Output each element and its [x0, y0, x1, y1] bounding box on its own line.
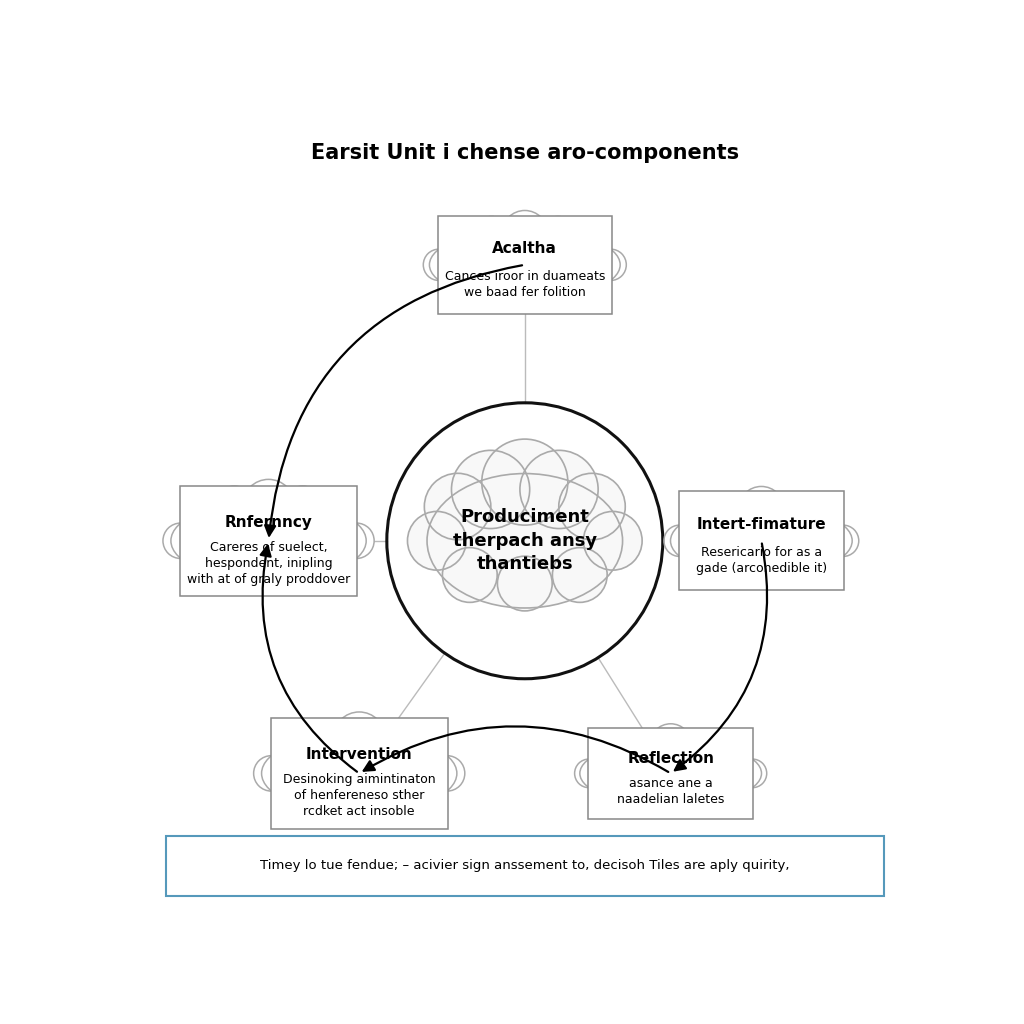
- Circle shape: [584, 511, 642, 570]
- Circle shape: [301, 719, 348, 766]
- Ellipse shape: [671, 505, 852, 577]
- Text: Earsit Unit i chense aro-components: Earsit Unit i chense aro-components: [310, 142, 739, 163]
- Circle shape: [738, 759, 767, 787]
- Circle shape: [481, 439, 568, 525]
- Circle shape: [254, 756, 289, 792]
- Circle shape: [339, 523, 374, 558]
- Circle shape: [657, 781, 684, 808]
- Circle shape: [681, 505, 717, 541]
- Circle shape: [343, 782, 376, 816]
- Circle shape: [717, 740, 750, 773]
- Circle shape: [606, 777, 633, 804]
- Circle shape: [695, 545, 725, 573]
- FancyBboxPatch shape: [679, 492, 844, 590]
- Circle shape: [595, 249, 627, 281]
- Circle shape: [197, 545, 230, 578]
- Circle shape: [520, 451, 598, 528]
- FancyArrowPatch shape: [675, 544, 767, 770]
- Text: Timey lo tue fendue; – acivier sign anssement to, decisoh Tiles are aply quirity: Timey lo tue fendue; – acivier sign anss…: [260, 859, 790, 872]
- FancyBboxPatch shape: [166, 837, 884, 896]
- Ellipse shape: [171, 500, 367, 582]
- FancyBboxPatch shape: [588, 728, 754, 819]
- Circle shape: [510, 273, 540, 302]
- Circle shape: [559, 473, 626, 540]
- Ellipse shape: [261, 733, 457, 814]
- Circle shape: [333, 712, 385, 764]
- Circle shape: [552, 548, 607, 602]
- Circle shape: [592, 740, 625, 773]
- Text: Produciment
therpach ansy
thantiebs: Produciment therpach ansy thantiebs: [453, 508, 597, 573]
- Circle shape: [502, 211, 548, 256]
- Text: Resericario for as a
gade (arconedible it): Resericario for as a gade (arconedible i…: [695, 546, 827, 575]
- FancyBboxPatch shape: [270, 718, 447, 828]
- Ellipse shape: [427, 473, 623, 608]
- Circle shape: [664, 525, 695, 556]
- Circle shape: [397, 777, 431, 811]
- Circle shape: [798, 545, 827, 573]
- FancyArrowPatch shape: [364, 726, 669, 772]
- Circle shape: [181, 500, 221, 541]
- Circle shape: [457, 268, 485, 298]
- FancyBboxPatch shape: [180, 485, 357, 596]
- Circle shape: [738, 486, 784, 532]
- Circle shape: [163, 523, 199, 558]
- Text: Reflection: Reflection: [627, 751, 714, 766]
- Circle shape: [572, 228, 608, 264]
- Circle shape: [315, 500, 355, 541]
- Circle shape: [211, 486, 258, 534]
- Circle shape: [370, 719, 417, 766]
- Circle shape: [423, 249, 455, 281]
- Circle shape: [538, 216, 580, 258]
- Ellipse shape: [429, 229, 621, 301]
- Circle shape: [280, 486, 327, 534]
- Circle shape: [288, 777, 321, 811]
- Circle shape: [498, 556, 552, 611]
- Circle shape: [564, 268, 593, 298]
- Circle shape: [441, 228, 477, 264]
- Text: Desinoking aimintinaton
of henfereneso sther
rcdket act insoble: Desinoking aimintinaton of henfereneso s…: [283, 773, 435, 818]
- Circle shape: [407, 732, 446, 773]
- Ellipse shape: [580, 740, 762, 806]
- Circle shape: [683, 729, 722, 767]
- Circle shape: [620, 729, 658, 767]
- Circle shape: [574, 759, 603, 787]
- Circle shape: [272, 732, 312, 773]
- Text: Careres of suelect,
hespondent, inipling
with at of graly proddover: Careres of suelect, hespondent, inipling…: [187, 541, 350, 586]
- Circle shape: [408, 511, 466, 570]
- FancyArrowPatch shape: [261, 546, 357, 772]
- FancyBboxPatch shape: [438, 215, 611, 314]
- Circle shape: [470, 216, 512, 258]
- Circle shape: [429, 756, 465, 792]
- Circle shape: [243, 479, 295, 531]
- Circle shape: [452, 451, 529, 528]
- Circle shape: [307, 545, 340, 578]
- Text: Acaltha: Acaltha: [493, 241, 557, 256]
- Text: Intert-fimature: Intert-fimature: [696, 517, 826, 531]
- Circle shape: [827, 525, 859, 556]
- Circle shape: [806, 505, 842, 541]
- Circle shape: [709, 777, 735, 804]
- Circle shape: [649, 724, 691, 766]
- Text: Cances iroor in duameats
we baad fer folition: Cances iroor in duameats we baad fer fol…: [444, 270, 605, 299]
- Circle shape: [772, 493, 814, 535]
- Circle shape: [709, 493, 751, 535]
- Circle shape: [442, 548, 498, 602]
- Circle shape: [424, 473, 490, 540]
- Circle shape: [746, 549, 776, 579]
- Text: Rnfernncy: Rnfernncy: [224, 515, 312, 529]
- Text: Intervention: Intervention: [306, 748, 413, 763]
- Text: asance ane a
naadelian laletes: asance ane a naadelian laletes: [617, 777, 724, 806]
- FancyArrowPatch shape: [265, 265, 522, 536]
- Circle shape: [252, 550, 285, 583]
